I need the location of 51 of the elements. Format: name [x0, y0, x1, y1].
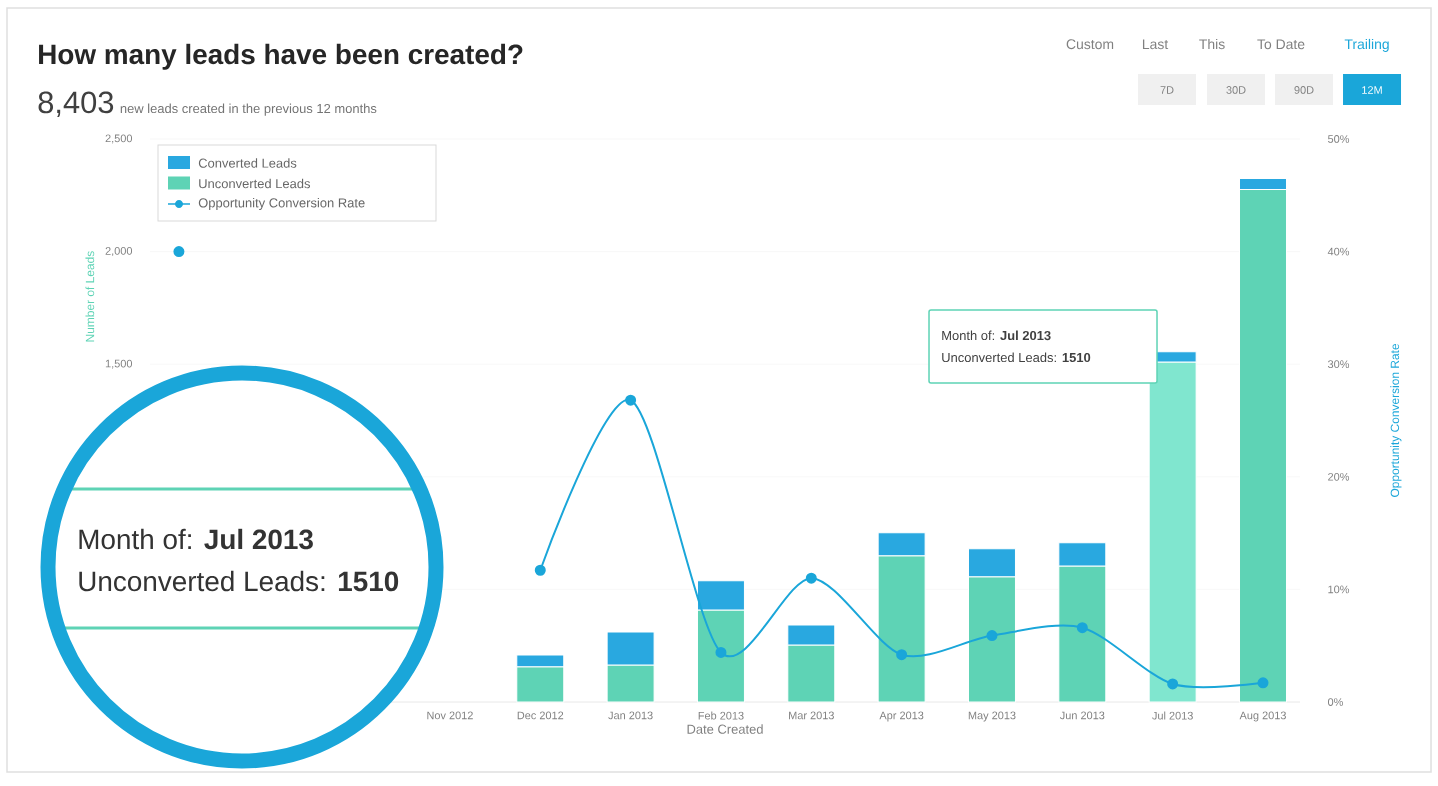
legend-label: Unconverted Leads: [199, 178, 311, 189]
text: Month of: Jul 2013: [79, 528, 313, 550]
point: [1167, 678, 1179, 690]
text: 90D: [1294, 86, 1314, 94]
point: [1257, 677, 1269, 689]
y-tick-label: 2,000: [105, 247, 133, 257]
text: 30D: [1226, 86, 1246, 94]
x-tick-label: Jul 2013: [1152, 711, 1193, 720]
y2-tick-label: 0%: [1327, 698, 1343, 706]
point: [896, 649, 908, 661]
chart-subtitle: new leads created in the previous 12 months: [120, 103, 377, 116]
x-tick-label: Mar 2013: [789, 711, 834, 720]
point: [173, 246, 185, 258]
x-tick-label: Jan 2013: [608, 711, 653, 720]
x-tick-label: Apr 2013: [879, 711, 924, 722]
x-tick-label: Feb 2013: [698, 711, 744, 720]
text: This: [1199, 38, 1225, 50]
y2-tick-label: 30%: [1327, 360, 1350, 369]
x-tick-label: Aug 2013: [1239, 711, 1286, 722]
point: [805, 572, 817, 584]
text: Last: [1142, 39, 1169, 50]
point: [715, 646, 727, 658]
x-tick-label: May 2013: [968, 711, 1016, 722]
y-tick-label: 1,500: [105, 359, 133, 369]
point: [534, 564, 546, 576]
chart-title: How many leads have been created?: [39, 43, 523, 70]
x-tick-label: Jun 2013: [1059, 711, 1105, 720]
y2-tick-label: 20%: [1328, 472, 1350, 481]
x-tick-label: Nov 2012: [427, 711, 473, 720]
text: Trailing: [1344, 38, 1389, 52]
annotation: Month of: Jul 2013: [942, 330, 1051, 341]
point: [625, 394, 637, 406]
text: 12M: [1362, 86, 1382, 94]
y2-tick-label: 10%: [1328, 585, 1350, 594]
legend-label: Opportunity Conversion Rate: [198, 197, 365, 211]
annotation: Unconverted Leads: 1510: [942, 352, 1091, 363]
x-tick-label: Dec 2012: [517, 711, 564, 720]
y-tick-label: 2,500: [105, 134, 133, 144]
legend-label: Converted Leads: [198, 158, 297, 168]
text: Unconverted Leads: 1510: [79, 570, 399, 592]
x-axis-title: Date Created: [687, 724, 763, 734]
y-axis-title: Number of Leads: [85, 251, 95, 342]
text: Custom: [1066, 39, 1114, 50]
point: [986, 630, 998, 642]
text: To Date: [1257, 39, 1305, 50]
y2-tick-label: 40%: [1327, 247, 1350, 256]
point: [1076, 622, 1088, 634]
text: 8,403: [38, 91, 114, 117]
y2-tick-label: 50%: [1328, 135, 1350, 143]
y2-axis-title: Opportunity Conversion Rate: [1390, 343, 1402, 498]
text: 7D: [1160, 86, 1174, 94]
